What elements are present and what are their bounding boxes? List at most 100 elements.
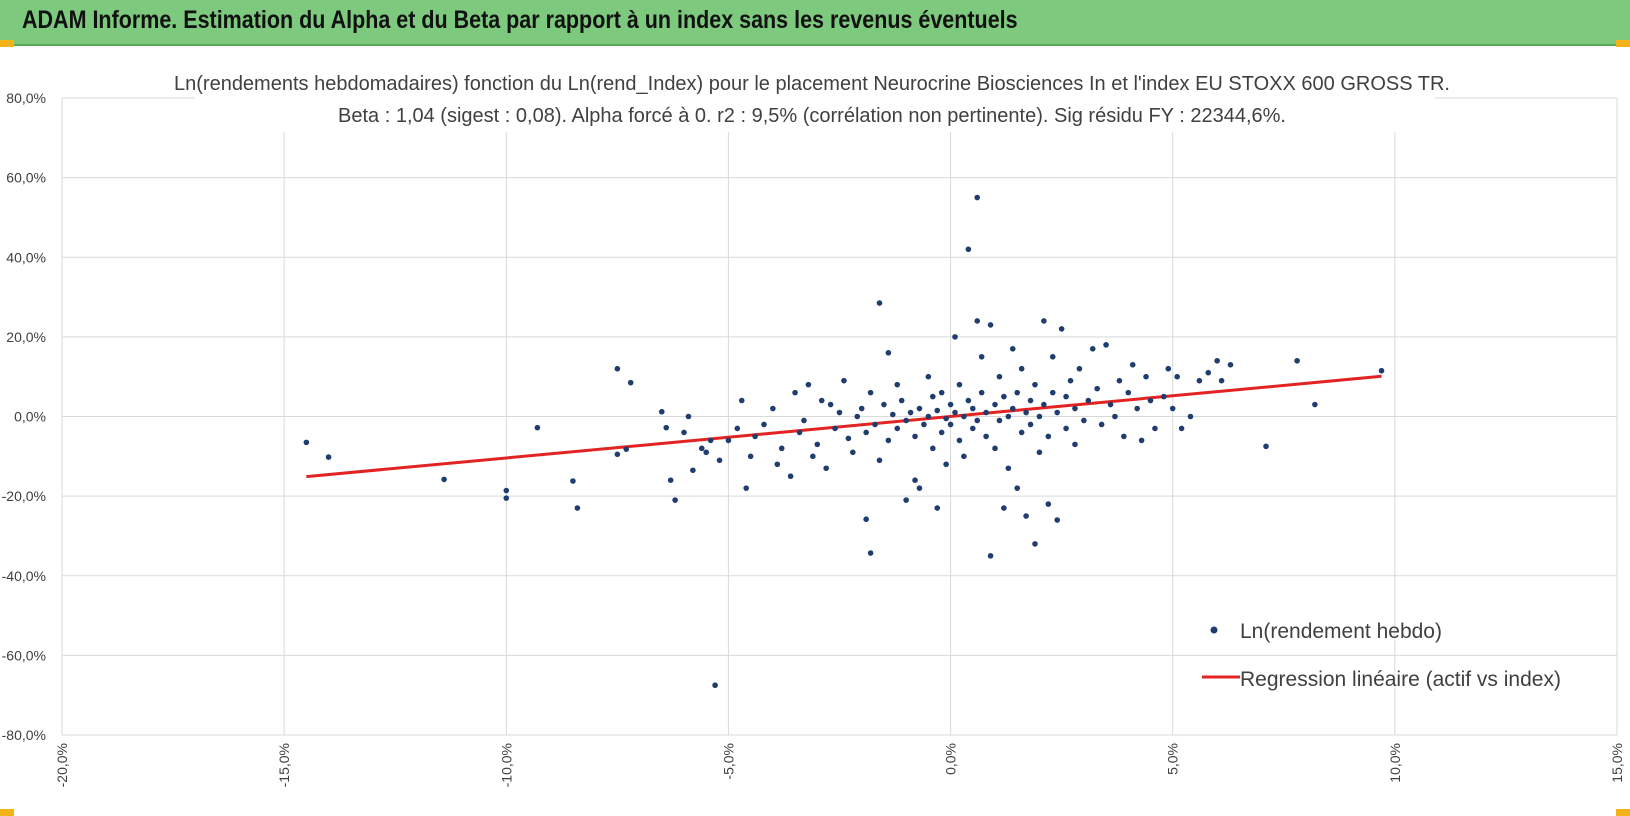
scatter-point	[876, 457, 883, 464]
scatter-point	[1312, 401, 1318, 408]
scatter-point	[1134, 405, 1140, 412]
scatter-point	[1116, 377, 1123, 384]
scatter-point	[823, 465, 829, 472]
scatter-point	[707, 437, 714, 444]
scatter-point	[1001, 393, 1007, 400]
scatter-point	[1041, 318, 1047, 324]
x-tick-label: 15,0%	[1609, 743, 1625, 783]
scatter-point	[1161, 393, 1167, 400]
scatter-point	[827, 401, 834, 408]
scatter-point	[658, 408, 665, 415]
scatter-point	[1196, 377, 1203, 384]
scatter-point	[996, 373, 1003, 380]
scatter-point	[934, 407, 941, 414]
legend-label-scatter: Ln(rendement hebdo)	[1240, 620, 1442, 643]
scatter-point	[1054, 409, 1060, 416]
scatter-point	[716, 457, 723, 464]
corner-accent-bottom-left	[0, 809, 14, 816]
scatter-point	[1023, 409, 1029, 416]
scatter-point	[1018, 429, 1025, 436]
corner-accent-bottom-right	[1616, 809, 1630, 816]
scatter-point	[881, 401, 887, 408]
scatter-point	[938, 429, 945, 436]
x-tick-label: 0,0%	[943, 743, 959, 775]
scatter-point	[1107, 401, 1114, 408]
corner-accent-top-right	[1616, 40, 1630, 47]
scatter-point	[885, 350, 892, 356]
scatter-point	[903, 497, 909, 503]
scatter-point	[1152, 425, 1158, 432]
scatter-point	[1147, 397, 1154, 404]
scatter-point	[725, 437, 732, 444]
scatter-point	[845, 435, 852, 442]
scatter-point	[1218, 377, 1225, 384]
scatter-point	[574, 505, 581, 511]
x-tick-label: -10,0%	[498, 743, 514, 787]
scatter-point	[614, 365, 621, 372]
scatter-point	[1009, 346, 1016, 352]
scatter-point	[969, 425, 976, 432]
scatter-point	[872, 421, 878, 428]
scatter-point	[1103, 342, 1109, 348]
scatter-point	[956, 437, 963, 444]
scatter-point	[1023, 513, 1029, 519]
x-tick-label: 5,0%	[1165, 743, 1181, 775]
scatter-point	[1085, 397, 1092, 404]
legend: Ln(rendement hebdo) Regression linéaire …	[1202, 620, 1561, 691]
scatter-point	[938, 389, 945, 396]
scatter-point	[614, 451, 621, 458]
scatter-point	[961, 453, 967, 460]
scatter-point	[1187, 413, 1194, 420]
scatter-point	[1063, 425, 1069, 432]
scatter-point	[1014, 389, 1021, 396]
scatter-point	[303, 439, 310, 446]
scatter-point	[761, 421, 767, 428]
scatter-point	[1014, 485, 1021, 491]
scatter-point	[956, 381, 963, 388]
scatter-point	[947, 401, 954, 408]
scatter-point	[1121, 433, 1127, 440]
scatter-point	[503, 495, 510, 501]
scatter-point	[1263, 443, 1269, 450]
scatter-point	[854, 413, 861, 420]
scatter-point	[663, 424, 670, 431]
scatter-point	[1067, 377, 1074, 384]
scatter-point	[1076, 365, 1083, 372]
scatter-point	[930, 445, 936, 452]
scatter-point	[814, 441, 821, 448]
scatter-point	[934, 505, 941, 511]
scatter-point	[1089, 346, 1096, 352]
scatter-point	[943, 461, 949, 468]
scatter-point	[858, 405, 865, 412]
scatter-point	[898, 397, 905, 404]
scatter-point	[770, 405, 776, 412]
scatter-point	[623, 446, 630, 452]
y-axis-tick-labels: 80,0% 60,0% 40,0% 20,0% 0,0% -20,0% -40,0% -60,…	[2, 90, 46, 743]
scatter-point	[1018, 365, 1025, 372]
scatter-point	[921, 421, 927, 428]
x-tick-label: -20,0%	[54, 743, 70, 787]
scatter-point	[774, 461, 781, 468]
x-axis-tick-labels: -20,0% -15,0% -10,0% -5,0% 0,0% 5,0% 10,0% 15,0…	[54, 743, 1625, 787]
scatter-point	[912, 433, 918, 440]
scatter-point	[992, 445, 998, 452]
legend-label-line: Regression linéaire (actif vs index)	[1240, 668, 1561, 691]
scatter-point	[1063, 393, 1069, 400]
scatter-point	[743, 485, 749, 491]
scatter-point	[1001, 505, 1007, 511]
scatter-point	[974, 318, 981, 324]
scatter-point	[818, 397, 825, 404]
regression-line	[306, 374, 1382, 479]
scatter-points	[303, 194, 1385, 689]
y-tick-label: -20,0%	[2, 488, 46, 504]
scatter-point	[792, 389, 798, 396]
scatter-point	[850, 449, 856, 456]
scatter-point	[996, 417, 1003, 424]
scatter-point	[930, 393, 936, 400]
scatter-point	[627, 379, 634, 386]
scatter-point	[912, 477, 918, 484]
scatter-point	[734, 425, 741, 432]
scatter-point	[1041, 401, 1047, 408]
scatter-point	[983, 433, 989, 440]
